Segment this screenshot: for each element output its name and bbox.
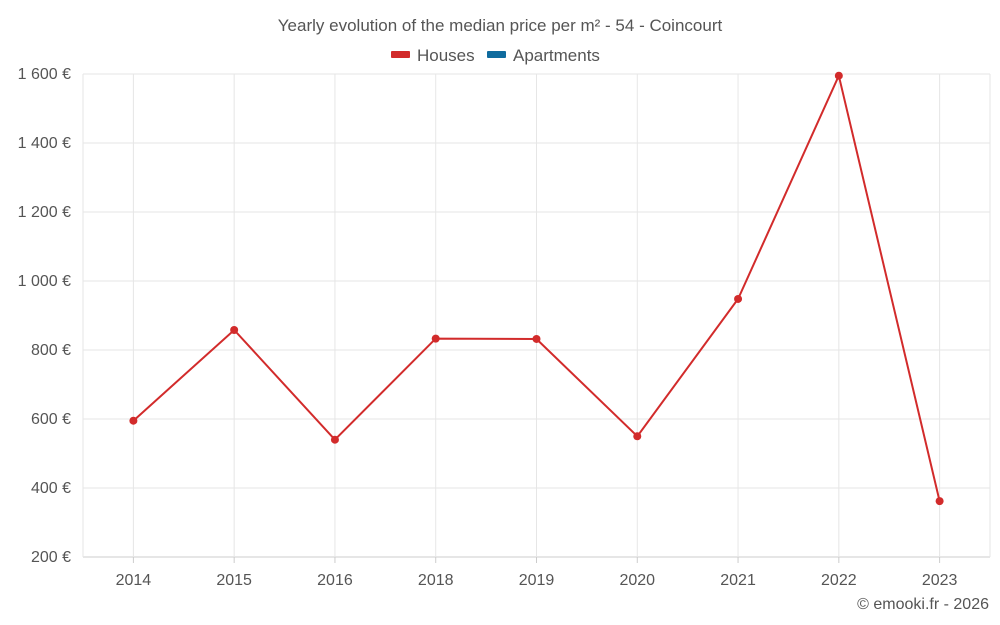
- data-point-houses[interactable]: [834, 71, 843, 80]
- legend-swatch-houses: [391, 51, 410, 58]
- data-point-houses[interactable]: [532, 334, 541, 343]
- credit-text: © emooki.fr - 2026: [857, 596, 989, 613]
- data-point-houses[interactable]: [230, 325, 239, 334]
- y-tick-label: 800 €: [31, 342, 71, 359]
- y-tick-label: 1 400 €: [18, 135, 71, 152]
- y-axis: 200 € 400 € 600 € 800 € 1 000 € 1 200 € 1 400 …: [18, 66, 71, 566]
- legend[interactable]: Houses Apartments: [391, 46, 600, 65]
- x-axis: 2014 2015 2016 2018 2019 2020 2021 2022 2023: [116, 572, 958, 589]
- y-tick-label: 400 €: [31, 480, 71, 497]
- x-tick-label: 2021: [720, 572, 756, 589]
- x-tick-label: 2022: [821, 572, 857, 589]
- plot-area: [129, 71, 944, 506]
- data-point-houses[interactable]: [431, 334, 440, 343]
- y-tick-label: 200 €: [31, 549, 71, 566]
- x-tick-label: 2018: [418, 572, 454, 589]
- data-point-houses[interactable]: [633, 432, 642, 441]
- legend-item-apartments[interactable]: Apartments: [487, 46, 600, 65]
- data-point-houses[interactable]: [935, 497, 944, 506]
- legend-label-apartments: Apartments: [513, 46, 600, 65]
- chart-title: Yearly evolution of the median price per…: [278, 16, 723, 35]
- data-point-houses[interactable]: [734, 294, 743, 303]
- grid: [82, 73, 991, 563]
- y-tick-label: 1 200 €: [18, 204, 71, 221]
- x-tick-label: 2019: [519, 572, 555, 589]
- x-tick-label: 2014: [116, 572, 152, 589]
- x-tick-label: 2015: [216, 572, 252, 589]
- y-tick-label: 1 000 €: [18, 273, 71, 290]
- x-tick-label: 2016: [317, 572, 353, 589]
- y-tick-label: 1 600 €: [18, 66, 71, 83]
- legend-item-houses[interactable]: Houses: [391, 46, 475, 65]
- legend-label-houses: Houses: [417, 46, 475, 65]
- data-point-houses[interactable]: [330, 435, 339, 444]
- x-tick-label: 2023: [922, 572, 958, 589]
- x-tick-label: 2020: [619, 572, 655, 589]
- y-tick-label: 600 €: [31, 411, 71, 428]
- data-point-houses[interactable]: [129, 416, 138, 425]
- legend-swatch-apartments: [487, 51, 506, 58]
